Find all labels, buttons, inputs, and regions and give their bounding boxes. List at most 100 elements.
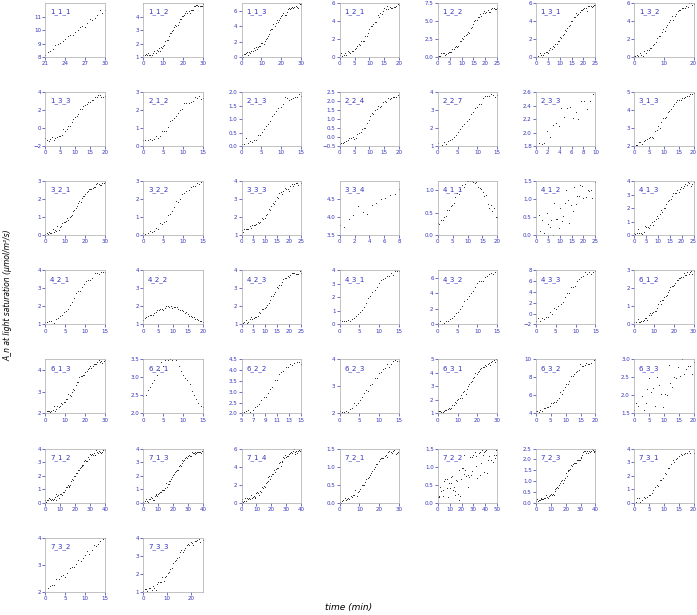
Point — [661, 390, 672, 400]
Point — [275, 101, 286, 111]
Point — [258, 39, 269, 49]
Point — [89, 92, 100, 102]
Point — [546, 215, 557, 225]
Point — [72, 555, 84, 565]
Point — [436, 486, 447, 496]
Text: 6_3_2: 6_3_2 — [541, 365, 561, 371]
Point — [281, 7, 292, 17]
Point — [460, 471, 471, 481]
Point — [383, 93, 394, 103]
Point — [75, 105, 86, 114]
Point — [484, 360, 496, 370]
Point — [84, 363, 95, 373]
Point — [273, 193, 284, 203]
Point — [184, 8, 195, 18]
Point — [657, 207, 668, 217]
Point — [645, 387, 657, 397]
Point — [76, 371, 87, 381]
Point — [155, 577, 167, 587]
Point — [197, 444, 208, 454]
Point — [66, 563, 77, 573]
Point — [371, 198, 382, 208]
Point — [256, 482, 268, 492]
Point — [560, 467, 572, 477]
Point — [363, 293, 374, 303]
Point — [484, 269, 495, 279]
Point — [239, 49, 250, 59]
Point — [280, 10, 291, 20]
Point — [570, 108, 581, 117]
Point — [240, 496, 252, 506]
Point — [381, 1, 392, 11]
Point — [177, 189, 188, 199]
Point — [650, 482, 661, 492]
Point — [348, 312, 360, 322]
Point — [457, 393, 468, 403]
Point — [345, 491, 356, 501]
Point — [664, 17, 675, 26]
Point — [384, 95, 395, 105]
Point — [237, 227, 248, 237]
Point — [685, 181, 696, 191]
Point — [575, 451, 586, 461]
Point — [672, 185, 683, 195]
Point — [256, 213, 268, 223]
Point — [338, 317, 349, 327]
Point — [258, 304, 269, 314]
Point — [445, 47, 457, 57]
Point — [666, 12, 677, 22]
Point — [269, 21, 280, 31]
Point — [657, 295, 668, 304]
Point — [254, 307, 265, 317]
Point — [367, 287, 378, 296]
Point — [70, 27, 81, 37]
Point — [437, 407, 448, 416]
Point — [677, 450, 688, 459]
Point — [197, 317, 208, 327]
Point — [178, 455, 190, 465]
Point — [139, 50, 150, 60]
Point — [52, 39, 63, 49]
Point — [248, 220, 259, 230]
Point — [247, 47, 258, 57]
Point — [635, 228, 646, 237]
Point — [248, 491, 259, 501]
Point — [438, 491, 449, 501]
Point — [369, 17, 381, 27]
Point — [53, 402, 64, 412]
Point — [572, 276, 583, 286]
Point — [578, 448, 589, 458]
Point — [682, 2, 694, 12]
Point — [194, 537, 206, 547]
Point — [271, 192, 282, 202]
Point — [447, 485, 459, 495]
Point — [283, 272, 294, 282]
Point — [87, 183, 98, 192]
Point — [375, 194, 386, 204]
Point — [72, 198, 84, 208]
Point — [190, 536, 201, 546]
Point — [458, 181, 469, 191]
Point — [645, 490, 656, 500]
Point — [682, 268, 693, 277]
Point — [351, 311, 362, 320]
Point — [454, 36, 465, 46]
Point — [446, 472, 457, 482]
Point — [583, 186, 595, 196]
Point — [98, 355, 109, 365]
Point — [260, 478, 271, 488]
Point — [279, 183, 291, 193]
Point — [635, 137, 646, 147]
Point — [250, 312, 261, 322]
Point — [195, 448, 206, 458]
Point — [577, 450, 588, 459]
Text: 4_1_2: 4_1_2 — [541, 187, 561, 193]
Point — [290, 447, 301, 457]
Point — [360, 31, 371, 41]
Point — [193, 179, 204, 189]
Point — [190, 314, 201, 324]
Point — [281, 93, 292, 103]
Text: 4_3_1: 4_3_1 — [344, 276, 365, 282]
Point — [469, 282, 480, 292]
Point — [86, 95, 97, 105]
